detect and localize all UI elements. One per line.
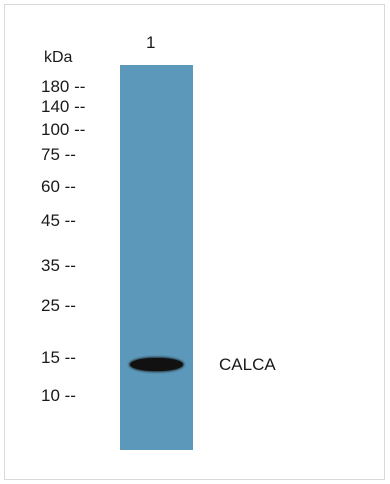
marker-100: 100 --: [41, 120, 86, 139]
marker-75: 75 --: [41, 145, 76, 164]
marker-180: 180 --: [41, 77, 86, 96]
unit-label: kDa: [44, 49, 73, 66]
protein-band: [130, 358, 183, 371]
band-label: CALCA: [219, 355, 276, 374]
marker-35: 35 --: [41, 256, 76, 275]
marker-60: 60 --: [41, 177, 76, 196]
marker-45: 45 --: [41, 211, 76, 230]
marker-10: 10 --: [41, 386, 76, 405]
image-frame: [4, 4, 385, 480]
marker-25: 25 --: [41, 296, 76, 315]
gel-lane: [120, 65, 193, 450]
marker-15: 15 --: [41, 348, 76, 367]
lane-number: 1: [146, 33, 156, 52]
marker-140: 140 --: [41, 97, 86, 116]
